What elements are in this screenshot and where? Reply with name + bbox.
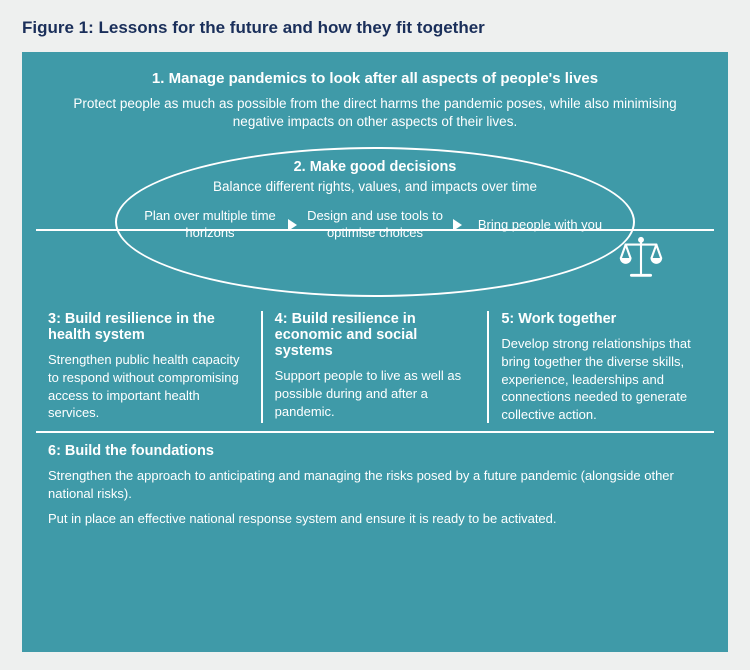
step-3: Bring people with you (470, 217, 610, 233)
scales-icon (618, 235, 664, 281)
section-6-body-2: Put in place an effective national respo… (48, 510, 702, 528)
step-2: Design and use tools to optimise choices (305, 208, 445, 241)
horizontal-divider (36, 431, 714, 433)
section-2-steps: Plan over multiple time horizons Design … (140, 208, 610, 241)
section-3-heading: 3: Build resilience in the health system (48, 311, 249, 343)
section-2: 2. Make good decisions Balance different… (36, 147, 714, 299)
section-2-heading: 2. Make good decisions (140, 159, 610, 175)
section-4: 4: Build resilience in economic and soci… (263, 311, 490, 423)
arrow-icon (288, 219, 297, 231)
section-6-heading: 6: Build the foundations (48, 443, 702, 459)
section-5-heading: 5: Work together (501, 311, 702, 327)
section-2-subheading: Balance different rights, values, and im… (140, 179, 610, 194)
arrow-icon (453, 219, 462, 231)
section-6: 6: Build the foundations Strengthen the … (36, 443, 714, 528)
three-column-row: 3: Build resilience in the health system… (36, 311, 714, 423)
section-6-body-1: Strengthen the approach to anticipating … (48, 467, 702, 502)
figure-title: Figure 1: Lessons for the future and how… (22, 18, 728, 38)
section-3: 3: Build resilience in the health system… (36, 311, 263, 423)
diagram-panel: 1. Manage pandemics to look after all as… (22, 52, 728, 652)
section-3-body: Strengthen public health capacity to res… (48, 351, 249, 421)
section-5-body: Develop strong relationships that bring … (501, 335, 702, 423)
section-4-body: Support people to live as well as possib… (275, 367, 476, 420)
section-1-heading: 1. Manage pandemics to look after all as… (54, 70, 696, 87)
section-2-content: 2. Make good decisions Balance different… (140, 159, 610, 241)
section-4-heading: 4: Build resilience in economic and soci… (275, 311, 476, 359)
step-1: Plan over multiple time horizons (140, 208, 280, 241)
section-1-body: Protect people as much as possible from … (54, 95, 696, 131)
section-1: 1. Manage pandemics to look after all as… (36, 70, 714, 143)
section-5: 5: Work together Develop strong relation… (489, 311, 714, 423)
